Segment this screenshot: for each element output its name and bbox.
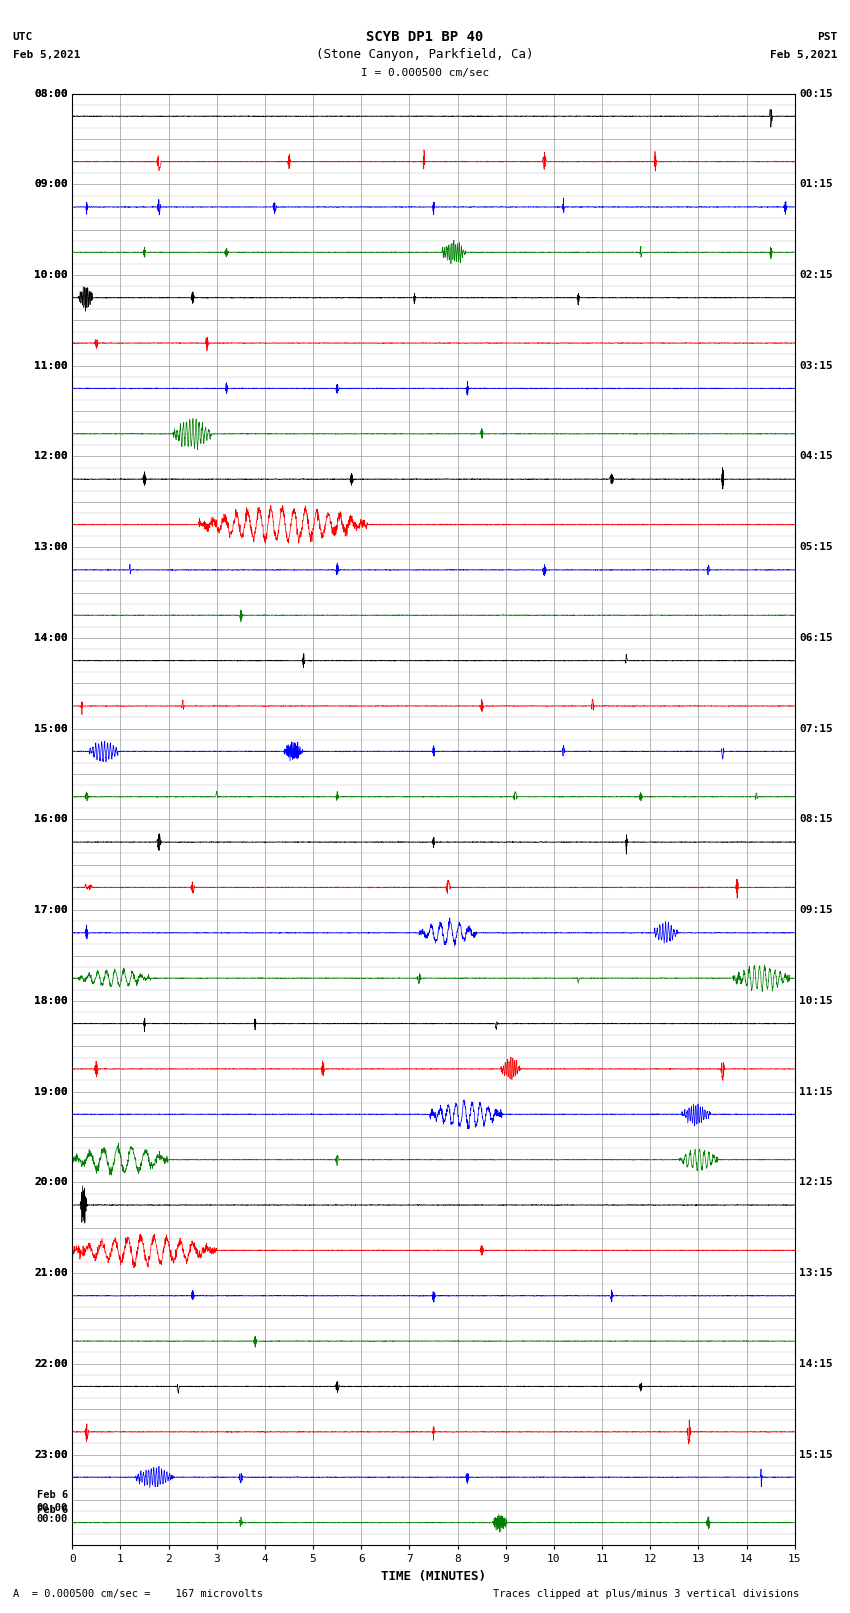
Text: 13:00: 13:00	[34, 542, 68, 552]
Text: 03:15: 03:15	[799, 361, 833, 371]
Text: 22:00: 22:00	[34, 1358, 68, 1369]
Text: 15:00: 15:00	[34, 724, 68, 734]
Text: Traces clipped at plus/minus 3 vertical divisions: Traces clipped at plus/minus 3 vertical …	[493, 1589, 799, 1598]
Text: 00:15: 00:15	[799, 89, 833, 98]
Text: 15:15: 15:15	[799, 1450, 833, 1460]
Text: 10:00: 10:00	[34, 269, 68, 281]
Text: 14:15: 14:15	[799, 1358, 833, 1369]
Text: 00:00: 00:00	[37, 1503, 68, 1513]
Text: 23:00: 23:00	[34, 1450, 68, 1460]
Text: 19:00: 19:00	[34, 1087, 68, 1097]
Text: 10:15: 10:15	[799, 995, 833, 1007]
Text: 06:15: 06:15	[799, 632, 833, 644]
Text: 23:00: 23:00	[34, 1450, 68, 1460]
Text: 02:15: 02:15	[799, 269, 833, 281]
Text: 18:00: 18:00	[34, 995, 68, 1007]
Text: 20:00: 20:00	[34, 1177, 68, 1187]
Text: 11:00: 11:00	[34, 361, 68, 371]
Text: 11:00: 11:00	[34, 361, 68, 371]
Text: UTC: UTC	[13, 32, 33, 42]
Text: 16:00: 16:00	[34, 815, 68, 824]
X-axis label: TIME (MINUTES): TIME (MINUTES)	[381, 1569, 486, 1582]
Text: 09:00: 09:00	[34, 179, 68, 189]
Text: Feb 6: Feb 6	[37, 1490, 68, 1500]
Text: 21:00: 21:00	[34, 1268, 68, 1277]
Text: 20:00: 20:00	[34, 1177, 68, 1187]
Text: 13:15: 13:15	[799, 1268, 833, 1277]
Text: 17:00: 17:00	[34, 905, 68, 915]
Text: 16:00: 16:00	[34, 815, 68, 824]
Text: 01:15: 01:15	[799, 179, 833, 189]
Text: A  = 0.000500 cm/sec =    167 microvolts: A = 0.000500 cm/sec = 167 microvolts	[13, 1589, 263, 1598]
Text: (Stone Canyon, Parkfield, Ca): (Stone Canyon, Parkfield, Ca)	[316, 48, 534, 61]
Text: Feb 6: Feb 6	[37, 1505, 68, 1515]
Text: 09:15: 09:15	[799, 905, 833, 915]
Text: 21:00: 21:00	[34, 1268, 68, 1277]
Text: 12:00: 12:00	[34, 452, 68, 461]
Text: 12:15: 12:15	[799, 1177, 833, 1187]
Text: 08:00: 08:00	[34, 89, 68, 98]
Text: 22:00: 22:00	[34, 1358, 68, 1369]
Text: 15:00: 15:00	[34, 724, 68, 734]
Text: 14:00: 14:00	[34, 632, 68, 644]
Text: 00:00: 00:00	[37, 1515, 68, 1524]
Text: Feb 5,2021: Feb 5,2021	[13, 50, 80, 60]
Text: 08:00: 08:00	[34, 89, 68, 98]
Text: 07:15: 07:15	[799, 724, 833, 734]
Text: 18:00: 18:00	[34, 995, 68, 1007]
Text: 17:00: 17:00	[34, 905, 68, 915]
Text: 13:00: 13:00	[34, 542, 68, 552]
Text: 12:00: 12:00	[34, 452, 68, 461]
Text: I = 0.000500 cm/sec: I = 0.000500 cm/sec	[361, 68, 489, 77]
Text: 14:00: 14:00	[34, 632, 68, 644]
Text: 09:00: 09:00	[34, 179, 68, 189]
Text: 19:00: 19:00	[34, 1087, 68, 1097]
Text: 05:15: 05:15	[799, 542, 833, 552]
Text: Feb 5,2021: Feb 5,2021	[770, 50, 837, 60]
Text: 10:00: 10:00	[34, 269, 68, 281]
Text: SCYB DP1 BP 40: SCYB DP1 BP 40	[366, 31, 484, 44]
Text: 11:15: 11:15	[799, 1087, 833, 1097]
Text: PST: PST	[817, 32, 837, 42]
Text: 08:15: 08:15	[799, 815, 833, 824]
Text: 04:15: 04:15	[799, 452, 833, 461]
